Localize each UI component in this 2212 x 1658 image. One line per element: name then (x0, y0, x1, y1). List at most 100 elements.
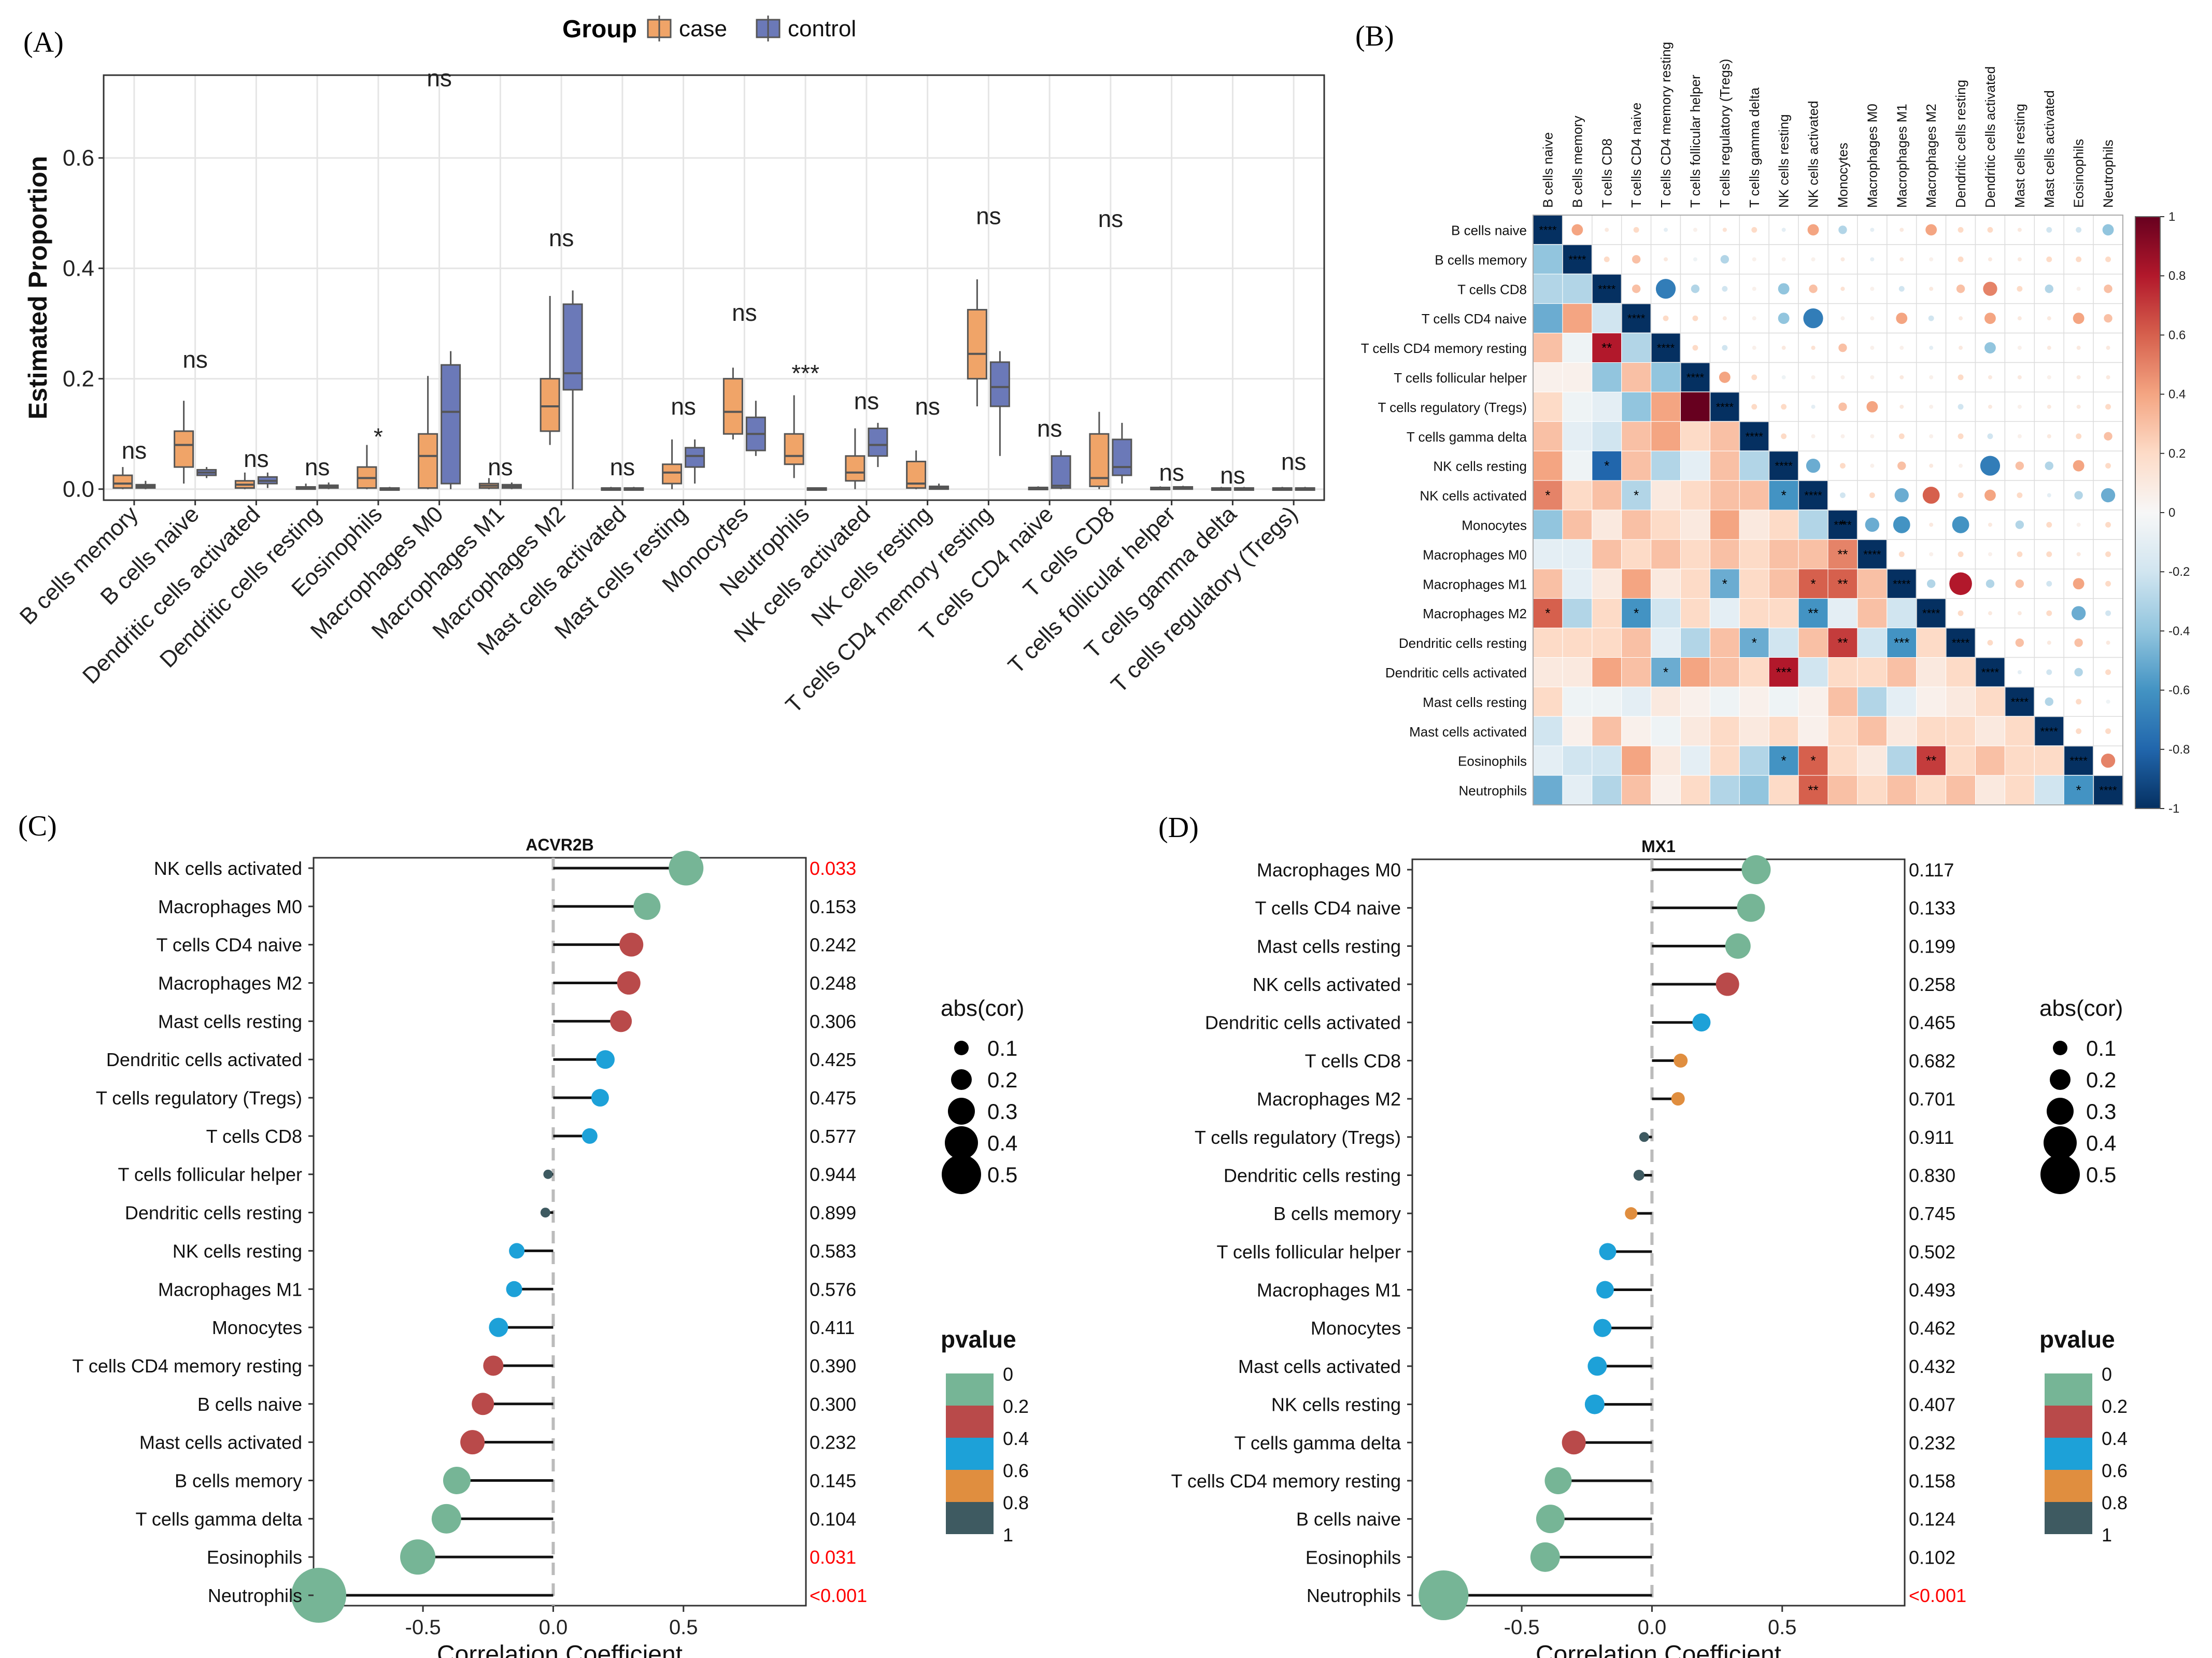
p-value-label: 0.583 (810, 1240, 856, 1262)
heatmap-cell (1946, 745, 1976, 776)
heatmap-star: **** (1657, 342, 1675, 355)
heatmap-cell (1680, 745, 1710, 776)
heatmap-circle (1929, 463, 1934, 468)
heatmap-row-label: Macrophages M0 (1423, 547, 1527, 562)
heatmap-circle (2104, 285, 2112, 293)
heatmap-circle (2076, 552, 2081, 557)
heatmap-cell (1651, 450, 1681, 481)
heatmap-circle (1984, 342, 1996, 353)
heatmap-cell (1680, 450, 1710, 481)
row-label: NK cells resting (1271, 1394, 1401, 1415)
lollipop-dot (400, 1539, 436, 1575)
heatmap-circle (1751, 226, 1757, 233)
heatmap-star: ** (1837, 576, 1848, 591)
lollipop-dot (506, 1281, 522, 1297)
heatmap-cell (1975, 716, 2005, 746)
heatmap-cell (1768, 509, 1799, 540)
heatmap-circle (2106, 346, 2110, 350)
heatmap-cell (1680, 657, 1710, 687)
heatmap-cell (1621, 775, 1652, 805)
panel-label-c: (C) (18, 810, 57, 842)
heatmap-cell (1562, 716, 1593, 746)
heatmap-cell (1798, 716, 1828, 746)
heatmap-col-label: B cells naive (1540, 132, 1555, 208)
box-control (989, 361, 1010, 407)
heatmap-circle (2076, 375, 2081, 379)
heatmap-cell (1680, 480, 1710, 511)
heatmap-cell (1621, 421, 1652, 451)
heatmap-circle (1897, 461, 1906, 470)
heatmap-cell (1621, 628, 1652, 658)
heatmap-star: **** (1922, 607, 1940, 620)
heatmap-circle (1720, 255, 1729, 264)
heatmap-circle (1984, 489, 1996, 501)
heatmap-star: * (1781, 753, 1786, 769)
size-legend-dot (945, 1126, 978, 1159)
lollipop-dot (1639, 1132, 1649, 1142)
significance-label: ns (610, 454, 635, 480)
lollipop-dot (1544, 1467, 1572, 1494)
heatmap-cell (1975, 775, 2005, 805)
chart-title: ACVR2B (526, 835, 594, 854)
heatmap-circle (1984, 313, 1996, 324)
heatmap-circle (1781, 433, 1787, 440)
heatmap-row-label: Monocytes (1462, 517, 1527, 533)
heatmap-circle (1838, 225, 1847, 234)
lollipop-dot (483, 1355, 504, 1376)
heatmap-cell (1887, 716, 1917, 746)
heatmap-cell (1887, 686, 1917, 717)
row-label: NK cells resting (173, 1240, 302, 1262)
heatmap-cell (1680, 598, 1710, 629)
heatmap-cell (1651, 657, 1681, 687)
heatmap-cell (1562, 745, 1593, 776)
heatmap-row-label: T cells gamma delta (1407, 429, 1527, 445)
heatmap-row-label: T cells follicular helper (1394, 370, 1527, 386)
row-label: T cells gamma delta (136, 1508, 303, 1529)
p-value-label: 0.425 (810, 1049, 856, 1070)
heatmap-circle (1781, 404, 1787, 410)
pvalue-legend-swatch (946, 1438, 994, 1470)
heatmap-circle (1893, 516, 1910, 533)
heatmap-row-label: Neutrophils (1458, 783, 1527, 799)
heatmap-circle (1663, 315, 1669, 321)
heatmap-circle (1778, 313, 1790, 324)
heatmap-cell (1562, 657, 1593, 687)
size-legend-dot (2044, 1126, 2077, 1159)
y-tick-label: 0.4 (63, 256, 94, 281)
heatmap-circle (2076, 404, 2081, 409)
heatmap-cell (1768, 716, 1799, 746)
panel-a-boxplot: 0.0 0.2 0.4 0.6 ns ns ns ns * ns ns ns ns ns ns *** ns ns… (15, 16, 1325, 718)
heatmap-cell (1975, 745, 2005, 776)
heatmap-cell (1562, 775, 1593, 805)
heatmap-cell (1533, 480, 1563, 511)
heatmap-circle (1807, 224, 1819, 236)
heatmap-circle (1840, 375, 1845, 379)
heatmap-circle (1958, 404, 1964, 410)
row-label: NK cells activated (154, 858, 302, 879)
lollipop-dot (1530, 1542, 1560, 1572)
heatmap-circle (1781, 228, 1786, 232)
plot-border (1411, 858, 1906, 1607)
heatmap-cell (1621, 598, 1652, 629)
p-value-label: 0.300 (810, 1394, 856, 1415)
heatmap-circle (1605, 228, 1609, 232)
box-case (662, 463, 683, 485)
heatmap-star: ** (1601, 340, 1612, 356)
heatmap-circle (1896, 313, 1908, 324)
heatmap-star: **** (1716, 401, 1734, 414)
size-legend-title: abs(cor) (941, 996, 1024, 1021)
heatmap-circle (1811, 257, 1816, 262)
heatmap-cell (1680, 509, 1710, 540)
heatmap-circle (2017, 257, 2022, 262)
x-tick-label: 0.0 (1638, 1616, 1667, 1639)
p-value-label: 0.899 (810, 1202, 856, 1224)
heatmap-circle (2105, 551, 2111, 557)
row-label: Macrophages M0 (158, 896, 302, 917)
heatmap-cell (1887, 775, 1917, 805)
heatmap-row-label: Macrophages M1 (1423, 576, 1527, 592)
row-label: T cells follicular helper (1217, 1241, 1401, 1263)
size-legend-title: abs(cor) (2039, 996, 2123, 1021)
row-label: T cells CD8 (1305, 1050, 1401, 1071)
heatmap-cell (1887, 598, 1917, 629)
heatmap-circle (1811, 404, 1816, 409)
